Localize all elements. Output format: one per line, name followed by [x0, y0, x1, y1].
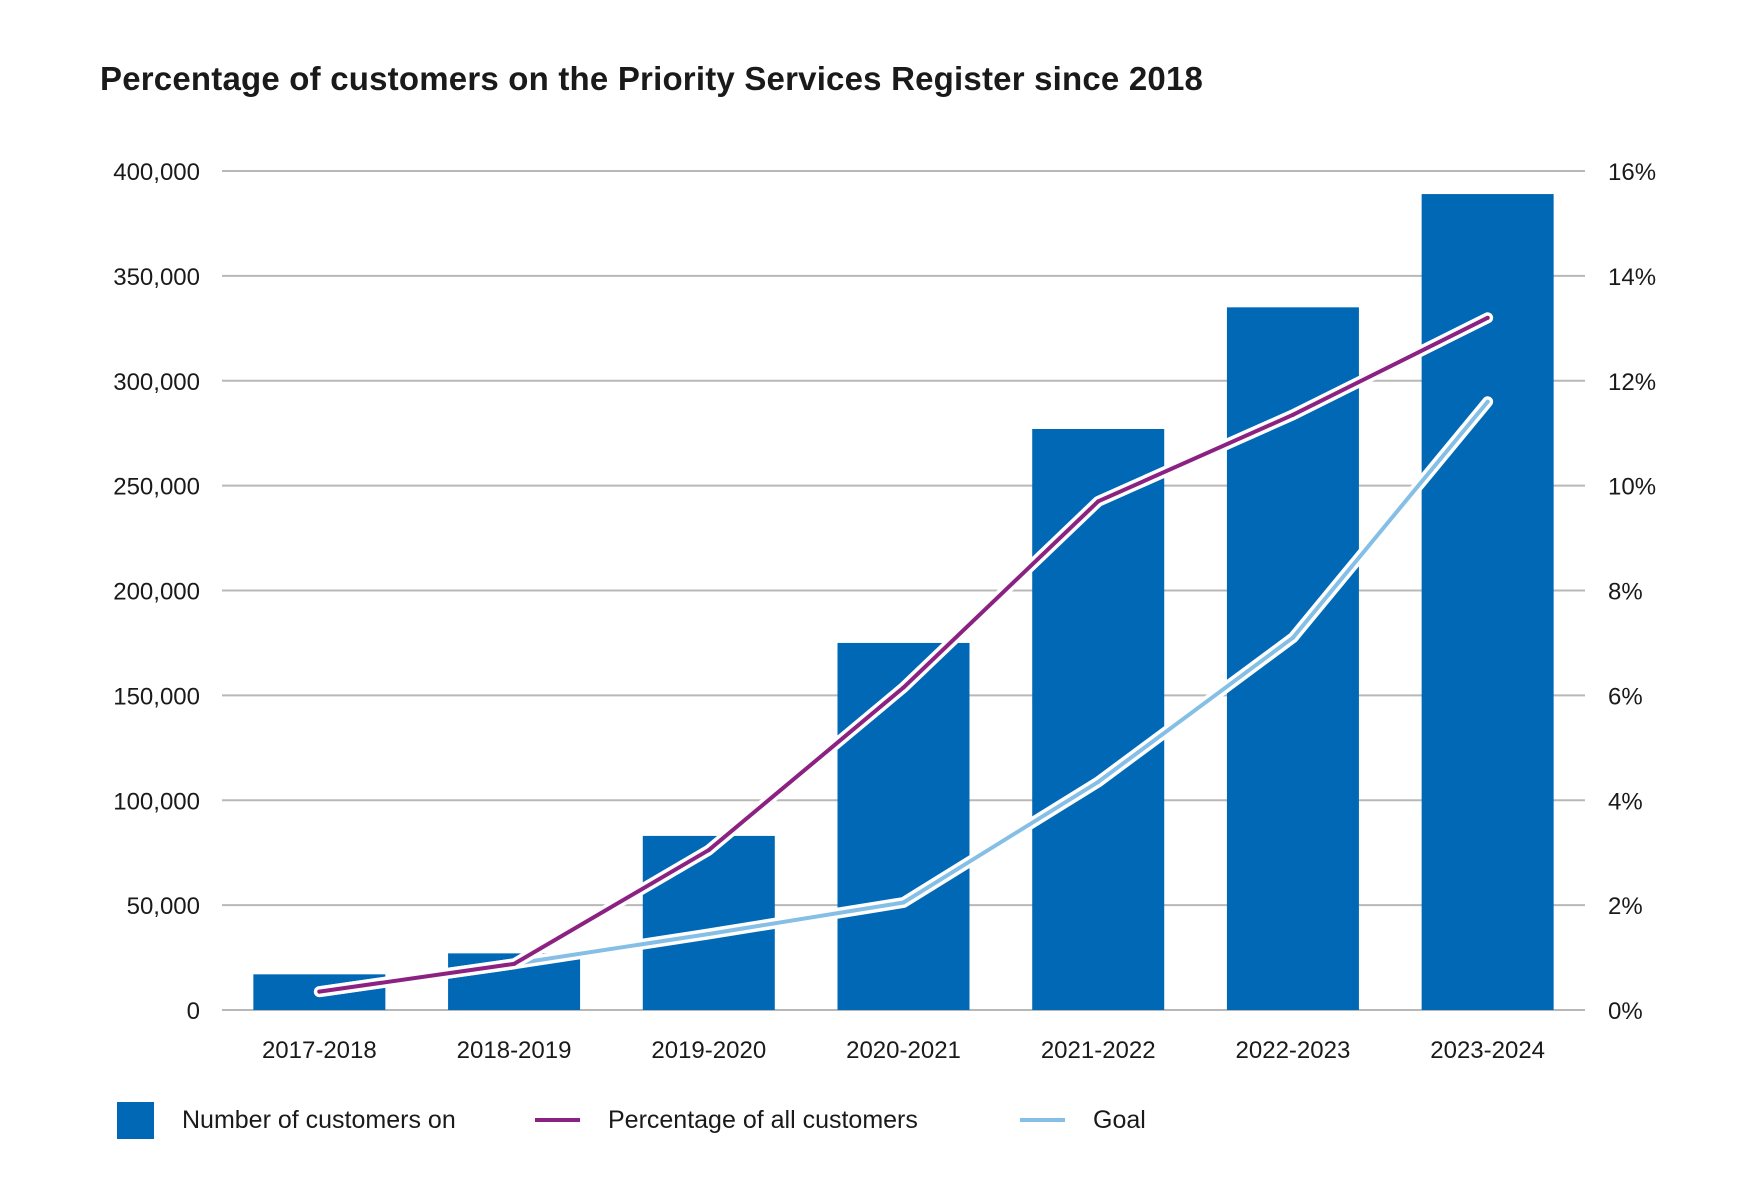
y-left-tick-label: 150,000 — [113, 683, 200, 710]
y-right-tick-label: 4% — [1608, 788, 1643, 815]
legend-swatch-percentage — [535, 1118, 580, 1122]
legend-swatch-goal — [1020, 1118, 1065, 1122]
percentage-line-point — [1485, 315, 1490, 320]
y-right-tick-label: 12% — [1608, 369, 1656, 396]
y-right-tick-label: 0% — [1608, 998, 1643, 1025]
percentage-line-point — [512, 961, 517, 966]
y-right-tick-label: 16% — [1608, 159, 1656, 186]
chart-title: Percentage of customers on the Priority … — [100, 60, 1204, 97]
percentage-line-point — [1290, 412, 1295, 417]
goal-line-point — [901, 900, 906, 905]
x-tick-label: 2019-2020 — [651, 1037, 766, 1064]
percentage-line-point — [706, 848, 711, 853]
bar — [1226, 307, 1359, 1010]
y-left-tick-label: 400,000 — [113, 159, 200, 186]
legend-item-bars: Number of customers on — [117, 1100, 456, 1140]
bar — [837, 642, 970, 1010]
y-left-tick-label: 0 — [187, 998, 200, 1025]
goal-line-point — [706, 931, 711, 936]
x-tick-label: 2020-2021 — [846, 1037, 961, 1064]
legend: Number of customers on Percentage of all… — [0, 1100, 1754, 1150]
y-right-tick-label: 6% — [1608, 683, 1643, 710]
x-tick-label: 2021-2022 — [1041, 1037, 1156, 1064]
y-left-tick-label: 100,000 — [113, 788, 200, 815]
y-left-tick-label: 250,000 — [113, 474, 200, 501]
legend-item-percentage: Percentage of all customers — [535, 1100, 918, 1140]
percentage-line-point — [1096, 499, 1101, 504]
x-tick-label: 2017-2018 — [262, 1037, 377, 1064]
bar — [1032, 428, 1165, 1010]
bar — [1421, 194, 1554, 1010]
goal-line-point — [1290, 635, 1295, 640]
y-right-tick-label: 10% — [1608, 474, 1656, 501]
legend-label-bars: Number of customers on — [182, 1105, 456, 1134]
y-right-tick-label: 8% — [1608, 579, 1643, 606]
goal-line-point — [1485, 399, 1490, 404]
x-tick-label: 2023-2024 — [1430, 1037, 1545, 1064]
y-right-tick-label: 14% — [1608, 264, 1656, 291]
legend-swatch-bars — [117, 1101, 154, 1139]
percentage-line-point — [317, 989, 322, 994]
legend-item-goal: Goal — [1020, 1100, 1146, 1140]
y-left-tick-label: 50,000 — [127, 893, 200, 920]
legend-label-percentage: Percentage of all customers — [608, 1105, 918, 1134]
goal-line-point — [1096, 779, 1101, 784]
x-tick-label: 2018-2019 — [457, 1037, 572, 1064]
y-left-tick-label: 200,000 — [113, 579, 200, 606]
percentage-line-point — [901, 685, 906, 690]
y-right-tick-label: 2% — [1608, 893, 1643, 920]
y-left-tick-label: 350,000 — [113, 264, 200, 291]
legend-label-goal: Goal — [1093, 1105, 1146, 1134]
y-left-tick-label: 300,000 — [113, 369, 200, 396]
x-tick-label: 2022-2023 — [1236, 1037, 1351, 1064]
